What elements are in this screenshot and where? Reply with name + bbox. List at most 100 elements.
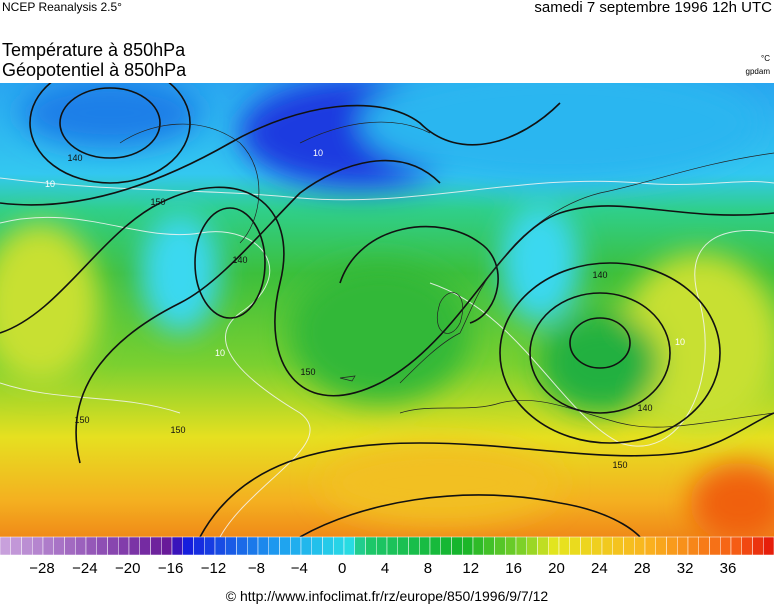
colorbar-label: 4 xyxy=(381,560,389,577)
colorbar-swatch xyxy=(386,536,398,556)
contour-label: 150 xyxy=(612,460,627,470)
contour-label: 150 xyxy=(170,425,185,435)
contour-label: 140 xyxy=(637,403,652,413)
colorbar-swatch xyxy=(193,536,205,556)
colorbar-swatch xyxy=(472,536,484,556)
colorbar-swatch xyxy=(214,536,226,556)
colorbar-swatch xyxy=(741,536,753,556)
colorbar-label: −16 xyxy=(158,560,183,577)
colorbar-label: 20 xyxy=(548,560,565,577)
colorbar-swatch xyxy=(505,536,517,556)
geopotential-contours xyxy=(0,83,774,537)
colorbar-swatch xyxy=(601,536,613,556)
colorbar-swatch xyxy=(569,536,581,556)
colorbar-swatch xyxy=(376,536,388,556)
contour-label: 140 xyxy=(67,153,82,163)
colorbar-label: 36 xyxy=(720,560,737,577)
title-temperature: Température à 850hPa xyxy=(2,40,186,60)
colorbar-swatch xyxy=(483,536,495,556)
colorbar-swatch xyxy=(698,536,710,556)
colorbar-swatch xyxy=(85,536,97,556)
colorbar-swatch xyxy=(408,536,420,556)
colorbar-label: −8 xyxy=(248,560,265,577)
colorbar-label: −28 xyxy=(29,560,54,577)
contour-label: 10 xyxy=(675,337,685,347)
date: samedi 7 septembre 1996 12h UTC xyxy=(534,0,772,16)
colorbar-swatch xyxy=(300,536,312,556)
colorbar-label: 24 xyxy=(591,560,608,577)
colorbar-swatch xyxy=(515,536,527,556)
temperature-contours xyxy=(0,177,774,537)
colorbar-swatch xyxy=(139,536,151,556)
colorbar-swatch xyxy=(0,536,11,556)
colorbar-swatch xyxy=(687,536,699,556)
colorbar-swatch xyxy=(311,536,323,556)
colorbar-swatch xyxy=(21,536,33,556)
colorbar-swatch xyxy=(64,536,76,556)
colorbar-swatch xyxy=(591,536,603,556)
colorbar-label: 32 xyxy=(677,560,694,577)
colorbar-swatch xyxy=(494,536,506,556)
colorbar-swatch xyxy=(440,536,452,556)
colorbar-swatch xyxy=(42,536,54,556)
colorbar-swatch xyxy=(171,536,183,556)
colorbar-swatch xyxy=(429,536,441,556)
colorbar-swatch xyxy=(107,536,119,556)
colorbar-swatch xyxy=(537,536,549,556)
colorbar-swatch xyxy=(343,536,355,556)
contour-label: 10 xyxy=(313,148,323,158)
title-geopotential: Géopotentiel à 850hPa xyxy=(2,60,187,80)
colorbar-swatch xyxy=(365,536,377,556)
contour-label: 140 xyxy=(232,255,247,265)
colorbar-swatch xyxy=(53,536,65,556)
colorbar-swatch xyxy=(612,536,624,556)
colorbar-swatch xyxy=(720,536,732,556)
colorbar-swatch xyxy=(10,536,22,556)
colorbar-swatch xyxy=(730,536,742,556)
map: 140 140 150 150 140 150 150 140 150 10 10 10 10 xyxy=(0,83,774,537)
colorbar-swatch xyxy=(32,536,44,556)
colorbar-swatch xyxy=(752,536,764,556)
contour-label: 10 xyxy=(45,179,55,189)
colorbar-swatch xyxy=(290,536,302,556)
colorbar-swatch xyxy=(268,536,280,556)
unit-geopotential: gpdam xyxy=(745,67,770,76)
colorbar-swatch xyxy=(451,536,463,556)
colorbar-swatch xyxy=(225,536,237,556)
colorbar-label: 16 xyxy=(505,560,522,577)
colorbar-swatch xyxy=(236,536,248,556)
colorbar-label: 0 xyxy=(338,560,346,577)
colorbar-label: 12 xyxy=(462,560,479,577)
colorbar-swatch xyxy=(655,536,667,556)
colorbar-swatch xyxy=(354,536,366,556)
colorbar-label: 8 xyxy=(424,560,432,577)
colorbar-swatch xyxy=(322,536,334,556)
contour-label: 150 xyxy=(150,197,165,207)
colorbar-swatch xyxy=(666,536,678,556)
colorbar-swatch xyxy=(118,536,130,556)
colorbar-label: 28 xyxy=(634,560,651,577)
colorbar-swatch xyxy=(526,536,538,556)
colorbar-label: −24 xyxy=(72,560,97,577)
colorbar-swatch xyxy=(247,536,259,556)
colorbar: −28 −24 −20 −16 −12 −8 −4 0 4 8 12 16 20 24 28 32 36 xyxy=(0,536,774,577)
colorbar-swatch xyxy=(623,536,635,556)
colorbar-label: −4 xyxy=(291,560,308,577)
colorbar-swatch xyxy=(419,536,431,556)
contour-label: 150 xyxy=(74,415,89,425)
colorbar-swatch xyxy=(558,536,570,556)
colorbar-label: −12 xyxy=(201,560,226,577)
source: NCEP Reanalysis 2.5° xyxy=(2,0,122,14)
colorbar-swatch xyxy=(182,536,194,556)
colorbar-swatch xyxy=(204,536,216,556)
colorbar-swatch xyxy=(548,536,560,556)
unit-temperature: °C xyxy=(761,54,770,63)
contour-label: 150 xyxy=(300,367,315,377)
coastlines xyxy=(119,121,774,428)
temperature-patches xyxy=(0,83,774,537)
colorbar-swatch xyxy=(279,536,291,556)
colorbar-swatch xyxy=(677,536,689,556)
colorbar-swatch xyxy=(580,536,592,556)
colorbar-swatch xyxy=(462,536,474,556)
colorbar-label: −20 xyxy=(115,560,140,577)
